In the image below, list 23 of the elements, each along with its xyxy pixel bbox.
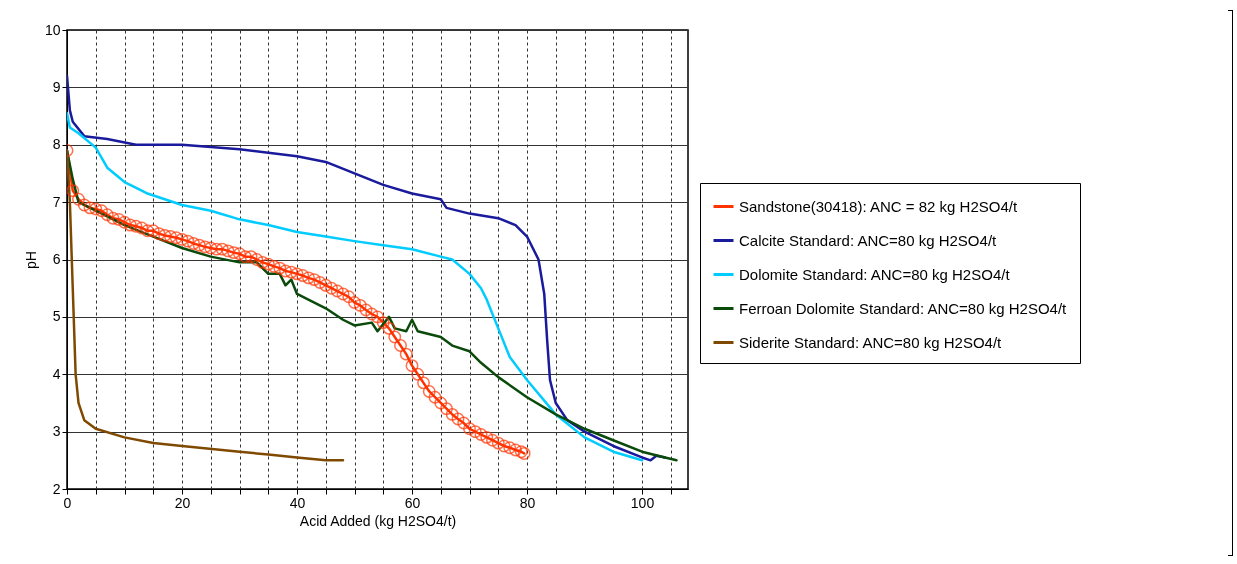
y-tick-label: 10	[44, 21, 61, 38]
x-tick-label: 40	[289, 494, 306, 511]
y-tick-label: 8	[52, 136, 61, 153]
line-series	[67, 149, 345, 462]
y-tick-label: 7	[52, 193, 61, 210]
x-tick-label: 100	[630, 494, 655, 511]
legend-label: Dolomite Standard: ANC=80 kg H2SO4/t	[739, 265, 1011, 283]
x-tick-label: 20	[174, 494, 191, 511]
y-tick-label: 9	[52, 78, 61, 95]
y-tick-label: 4	[52, 365, 61, 382]
y-tick-label: 5	[52, 308, 61, 325]
x-tick-label: 60	[404, 494, 421, 511]
x-tick-label: 80	[519, 494, 536, 511]
legend-label: Ferroan Dolomite Standard: ANC=80 kg H2SO4/t	[739, 299, 1068, 317]
y-tick-label: 3	[52, 423, 61, 440]
legend-label: Sandstone(30418): ANC = 82 kg H2SO4/t	[739, 197, 1018, 215]
y-tick-label: 2	[52, 480, 61, 497]
y-tick-label: 6	[52, 251, 61, 267]
y-axis-title: pH	[22, 251, 39, 269]
legend-label: Calcite Standard: ANC=80 kg H2SO4/t	[739, 231, 998, 249]
x-axis-title: Acid Added (kg H2SO4/t)	[299, 512, 457, 529]
x-tick-label: 0	[63, 494, 72, 511]
legend-label: Siderite Standard: ANC=80 kg H2SO4/t	[739, 333, 1003, 351]
